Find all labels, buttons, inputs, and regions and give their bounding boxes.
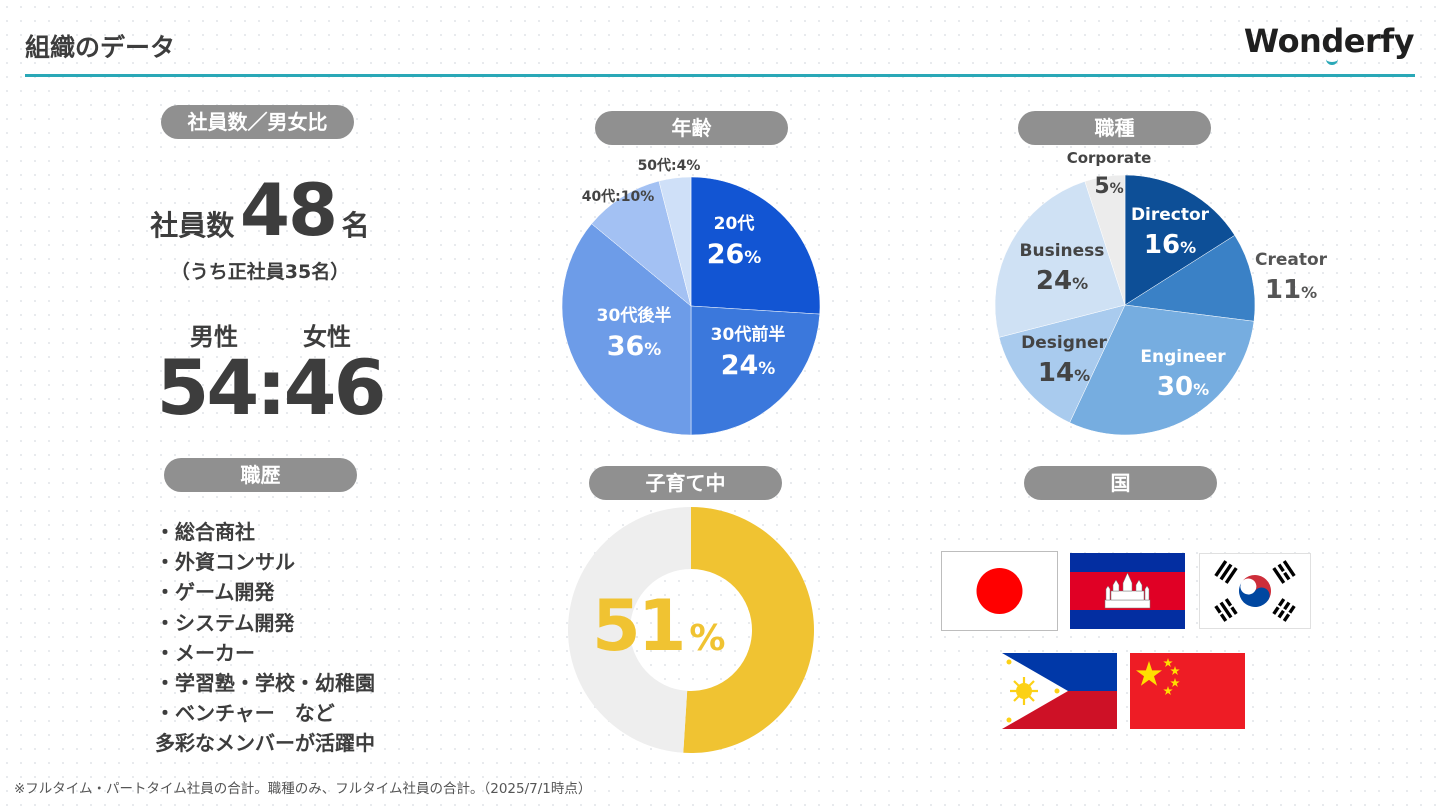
- parenting-chart-title: 子育て中: [589, 466, 782, 500]
- gender-ratio: 54:46: [156, 343, 387, 432]
- slice-value: 26%: [707, 239, 762, 270]
- employee-count-value: 48: [239, 168, 338, 252]
- parenting-slice: [683, 507, 814, 753]
- career-section-label: 職歴: [164, 458, 357, 492]
- korea-flag: [1199, 553, 1311, 629]
- male-label: 男性: [190, 323, 238, 351]
- slice-label: 30代前半: [711, 324, 786, 345]
- career-item: ・ベンチャー など: [155, 701, 335, 726]
- china-flag: [1130, 653, 1245, 729]
- employee-count-label: 社員数: [150, 209, 235, 242]
- page-title: 組織のデータ: [25, 33, 176, 62]
- job-chart-title: 職種: [1018, 111, 1211, 145]
- slice-label-50s: 50代:4%: [638, 157, 701, 174]
- philippines-flag: [1002, 653, 1117, 729]
- career-item: ・総合商社: [155, 520, 255, 544]
- parenting-donut-chart: 51%: [567, 507, 814, 753]
- slice-value: 16%: [1144, 230, 1196, 260]
- slice-label: Designer: [1021, 333, 1107, 353]
- slice-value: 11%: [1265, 275, 1317, 305]
- slice-value: 36%: [607, 331, 662, 362]
- job-slice: [1069, 304, 1255, 436]
- job-pie-chart: Director 16% Creator 11% Engineer 30% Designer…: [994, 149, 1328, 436]
- career-item: ・メーカー: [155, 640, 255, 665]
- slice-value: 30%: [1157, 372, 1209, 402]
- slice-label: 30代後半: [597, 305, 672, 326]
- age-slice: [690, 176, 821, 315]
- fulltime-note: （うち正社員35名）: [170, 261, 350, 283]
- cambodia-flag: [1070, 553, 1185, 629]
- employee-count: 社員数 48 名: [130, 168, 390, 252]
- age-slice: [591, 180, 692, 307]
- parenting-slice: [567, 507, 691, 753]
- female-label: 女性: [303, 323, 351, 351]
- career-item: ・外資コンサル: [155, 550, 295, 575]
- job-slice: [1084, 174, 1126, 306]
- slice-label: Creator: [1255, 250, 1328, 270]
- career-item: ・ゲーム開発: [155, 580, 275, 605]
- wonderfy-logo: Wonderfy: [1244, 22, 1415, 65]
- slice-value: 14%: [1038, 358, 1090, 388]
- career-item: ・学習塾・学校・幼稚園: [155, 671, 375, 696]
- age-slice: [690, 305, 821, 436]
- slice-value: 24%: [1036, 266, 1088, 296]
- age-slice: [658, 176, 692, 307]
- slice-label-40s: 40代:10%: [582, 188, 655, 205]
- slice-label: Business: [1020, 241, 1105, 261]
- age-chart-title: 年齢: [595, 111, 788, 145]
- japan-flag: [941, 551, 1058, 631]
- age-slice: [561, 223, 692, 436]
- parenting-percent: 51%: [592, 585, 724, 667]
- employees-section-label: 社員数／男女比: [161, 105, 354, 139]
- country-section-label: 国: [1024, 466, 1217, 500]
- career-item: ・システム開発: [155, 610, 295, 635]
- job-slice: [998, 304, 1126, 423]
- slice-value: 5%: [1094, 174, 1123, 199]
- slice-value: 24%: [721, 350, 776, 381]
- job-slice: [1124, 174, 1236, 306]
- job-slice: [1124, 234, 1256, 322]
- slice-label: Corporate: [1067, 149, 1152, 167]
- slice-label: 20代: [714, 213, 755, 234]
- employee-count-unit: 名: [341, 209, 370, 242]
- career-list: ・総合商社 ・外資コンサル ・ゲーム開発 ・システム開発 ・メーカー ・学習塾・…: [155, 517, 375, 759]
- header-divider: [25, 74, 1415, 77]
- slice-label: Engineer: [1140, 347, 1226, 367]
- career-footer: 多彩なメンバーが活躍中: [155, 731, 375, 756]
- job-slice: [994, 181, 1126, 338]
- slice-label: Director: [1131, 205, 1210, 225]
- age-pie-chart: 20代 26% 30代前半 24% 30代後半 36% 40代:10% 50代:4%: [561, 157, 821, 436]
- footnote: ※フルタイム・パートタイム社員の合計。職種のみ、フルタイム社員の合計。（2025…: [14, 781, 592, 797]
